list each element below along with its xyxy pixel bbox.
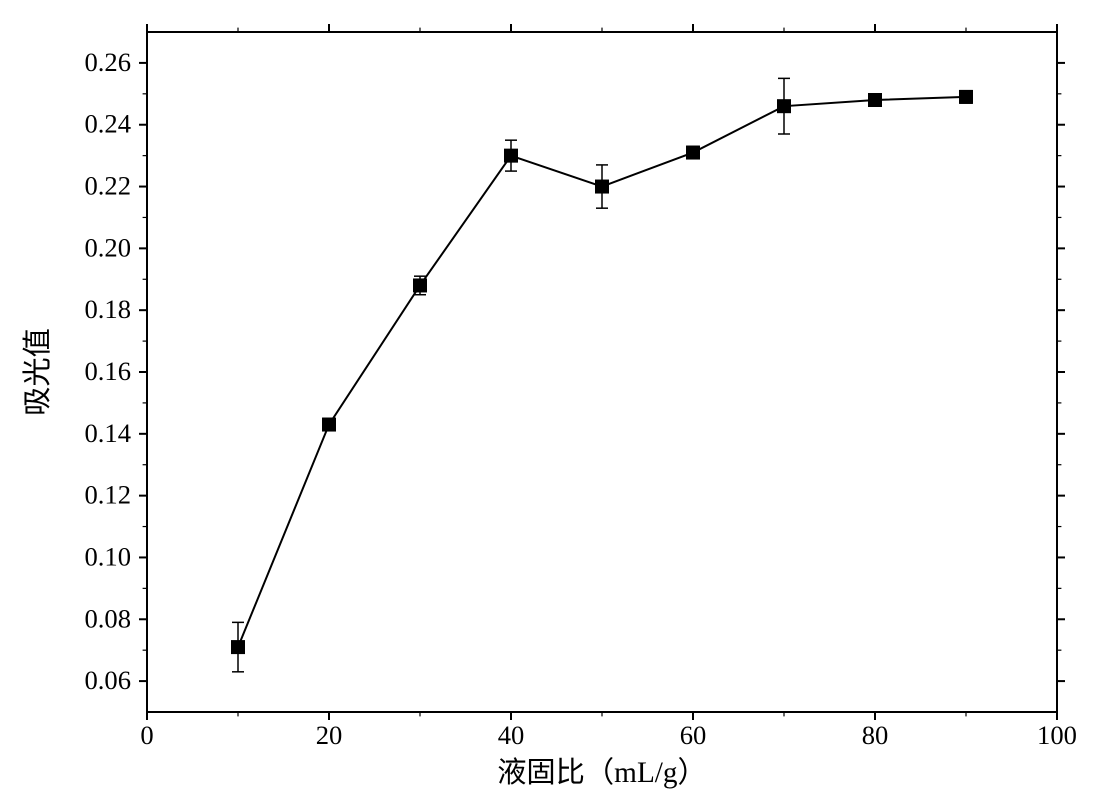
y-tick-label: 0.08 [84, 603, 131, 633]
data-marker [231, 640, 245, 654]
x-axis-title: 液固比（mL/g） [497, 756, 707, 789]
data-marker [959, 90, 973, 104]
data-marker [777, 99, 791, 113]
x-tick-label: 20 [316, 720, 343, 750]
y-tick-label: 0.10 [84, 541, 131, 571]
data-marker [504, 149, 518, 163]
line-chart: 0 20 40 60 80 100 0.06 0.08 0.10 0.12 0.14 0.16 0.18… [0, 0, 1094, 807]
x-tick-label: 60 [680, 720, 707, 750]
y-tick-label: 0.06 [84, 665, 131, 695]
data-marker [413, 278, 427, 292]
y-axis-title: 吸光值 [21, 328, 54, 416]
chart-container: 0 20 40 60 80 100 0.06 0.08 0.10 0.12 0.14 0.16 0.18… [0, 0, 1094, 807]
x-tick-label: 40 [498, 720, 525, 750]
data-marker [322, 418, 336, 432]
x-tick-label: 100 [1037, 720, 1077, 750]
y-tick-label: 0.24 [84, 109, 131, 139]
y-tick-label: 0.20 [84, 232, 131, 262]
y-tick-label: 0.26 [84, 47, 131, 77]
x-tick-label: 0 [140, 720, 153, 750]
x-tick-label: 80 [862, 720, 889, 750]
y-tick-label: 0.18 [84, 294, 131, 324]
y-tick-label: 0.14 [84, 418, 131, 448]
data-marker [686, 146, 700, 160]
data-marker [868, 93, 882, 107]
y-tick-label: 0.16 [84, 356, 131, 386]
y-tick-label: 0.12 [84, 480, 131, 510]
data-marker [595, 180, 609, 194]
y-tick-label: 0.22 [84, 171, 131, 201]
